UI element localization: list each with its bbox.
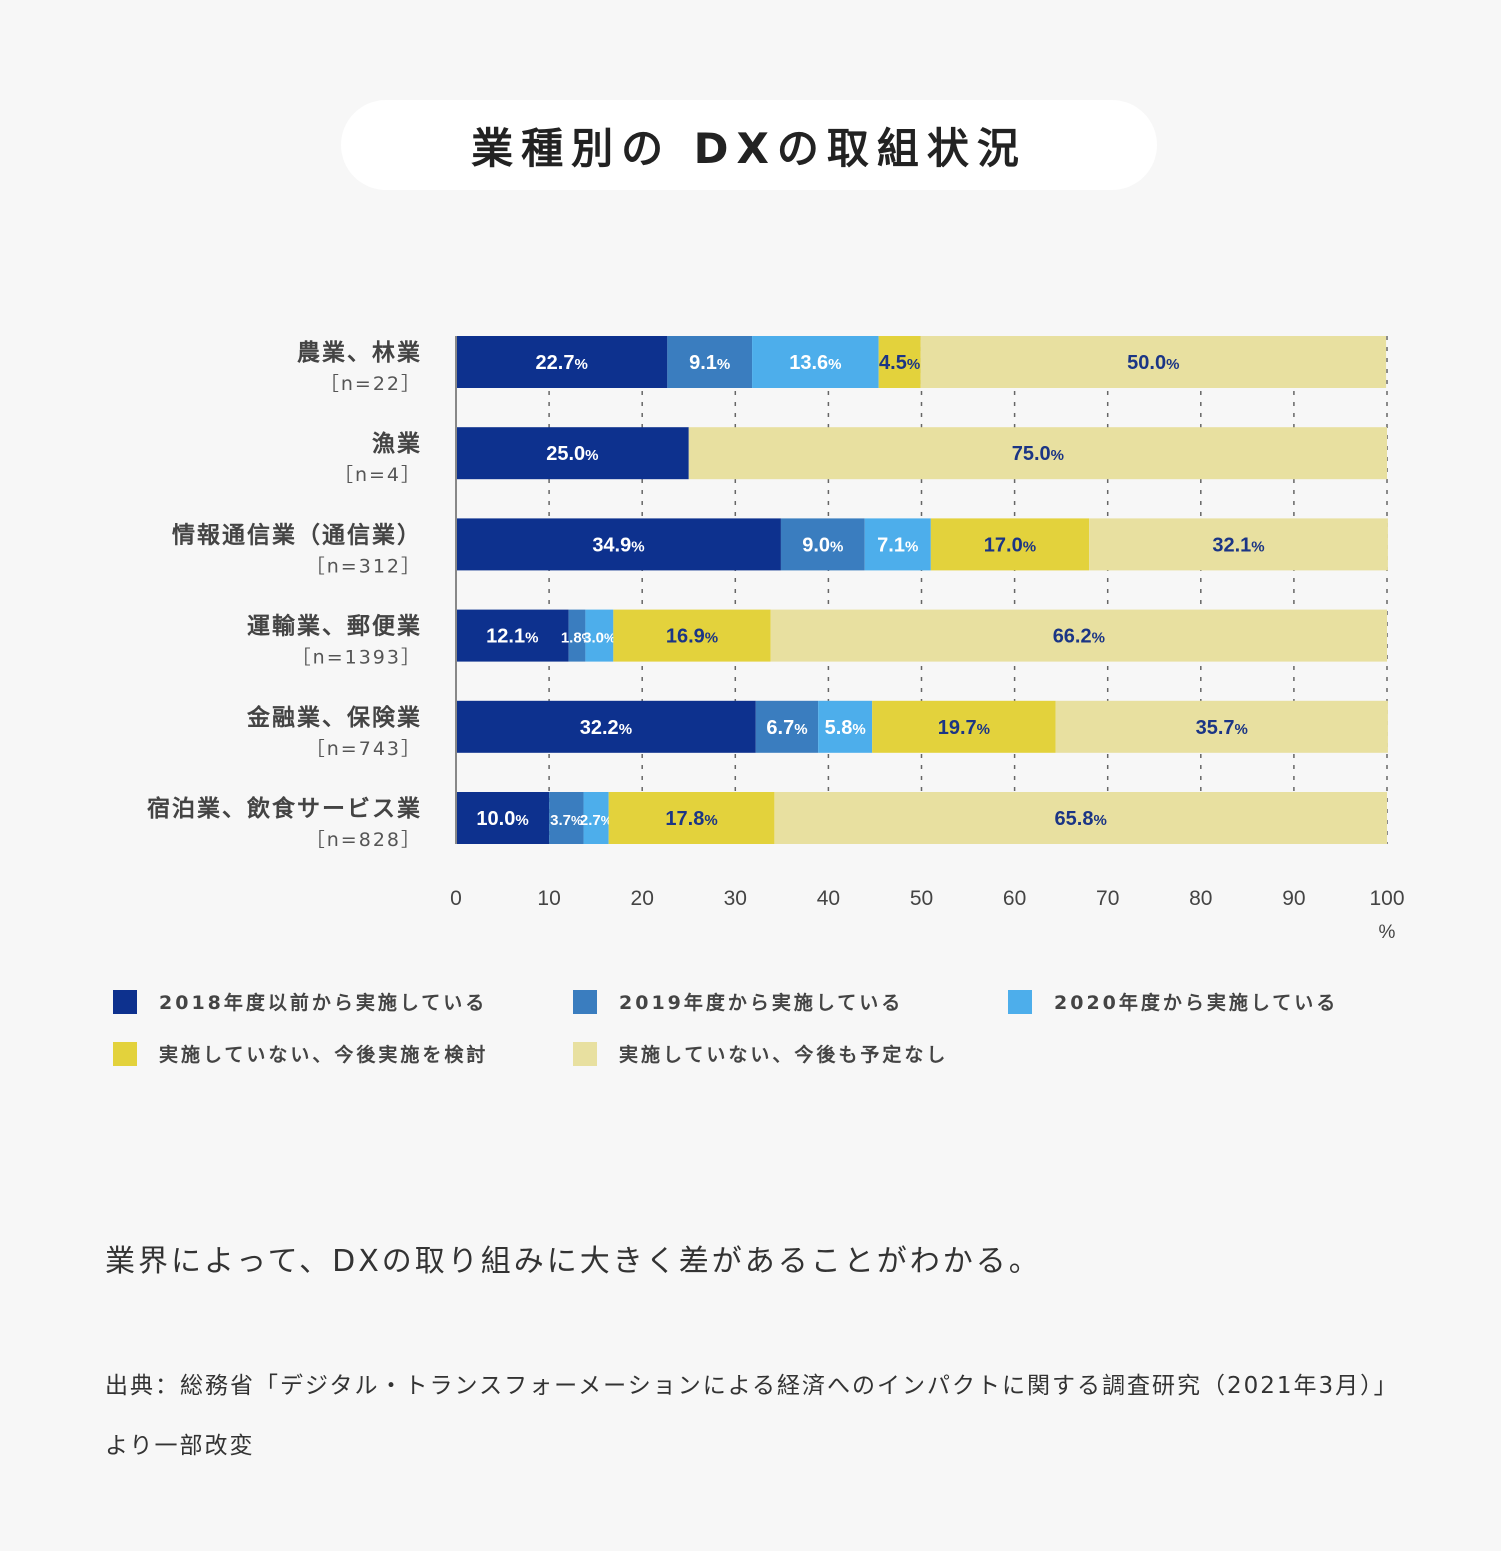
bar-segment (774, 792, 1387, 844)
bar-segment (930, 518, 1090, 571)
source-note: 出典：総務省「デジタル・トランスフォーメーションによる経済へのインパクトに関する… (105, 1373, 1399, 1459)
x-tick-label: 90 (1282, 887, 1305, 910)
data-label: 7.1% (877, 534, 918, 556)
data-label: 65.8% (1055, 808, 1107, 830)
data-label: 3.0% (583, 630, 616, 647)
category-label: 農業、林業 (297, 339, 422, 366)
sample-size-label: ［n=312］ (306, 555, 422, 577)
data-label: 12.1% (486, 626, 538, 648)
data-label: 10.0% (476, 808, 528, 830)
legend-item-2020: 2020年度から実施している (1008, 988, 1338, 1015)
x-tick-label: 60 (1003, 887, 1026, 910)
bar-segment (613, 609, 771, 662)
category-label: 情報通信業（通信業） (172, 521, 422, 548)
bar-segment (818, 700, 873, 753)
x-tick-label: 70 (1096, 887, 1119, 910)
legend-swatch (573, 1041, 597, 1066)
bar-segment (456, 427, 689, 480)
caption: 業界によって、DXの取り組みに大きく差があることがわかる。 (105, 1244, 1042, 1279)
bar-segment (688, 427, 1387, 480)
data-label: 75.0% (1012, 443, 1064, 465)
data-label: 4.5% (879, 352, 920, 374)
bar-segment (770, 609, 1387, 662)
x-tick-label: 100 (1369, 887, 1404, 910)
category-label: 宿泊業、飲食サービス業 (147, 795, 422, 822)
bar-segment (667, 336, 753, 388)
bar-segment (456, 700, 756, 753)
category-label: 金融業、保険業 (246, 704, 422, 731)
data-label: 6.7% (766, 717, 807, 739)
legend: 2018年度以前から実施している 2019年度から実施している 2020年度から… (113, 988, 1413, 1088)
data-label: 25.0% (546, 443, 598, 465)
data-label: 22.7% (536, 352, 588, 374)
data-label: 3.7% (550, 812, 583, 829)
sample-size-label: ［n=1393］ (292, 647, 422, 669)
bar-segment (456, 792, 550, 844)
category-label: 漁業 (372, 430, 422, 457)
category-label: 運輸業、郵便業 (247, 613, 422, 640)
bar-segment (752, 336, 879, 388)
x-tick-label: 80 (1189, 887, 1212, 910)
sample-size-label: ［n=743］ (306, 738, 422, 760)
data-label: 9.1% (689, 352, 730, 374)
x-unit-label: % (1379, 922, 1396, 943)
legend-item-no-plan: 実施していない、今後も予定なし (573, 1040, 948, 1067)
legend-swatch (1008, 989, 1032, 1014)
legend-label: 2020年度から実施している (1054, 992, 1339, 1014)
data-label: 34.9% (592, 534, 644, 556)
legend-item-2019: 2019年度から実施している (573, 988, 903, 1015)
bar-segment (872, 700, 1056, 753)
legend-item-considering: 実施していない、今後実施を検討 (113, 1040, 488, 1067)
x-tick-label: 20 (631, 887, 654, 910)
legend-label: 2019年度から実施している (619, 992, 904, 1014)
sample-size-label: ［n=828］ (306, 829, 422, 851)
bar-segment (549, 792, 584, 844)
data-label: 50.0% (1127, 352, 1179, 374)
sample-size-label: ［n=4］ (334, 464, 422, 486)
data-label: 13.6% (789, 352, 841, 374)
legend-swatch (573, 989, 597, 1014)
legend-label: 実施していない、今後も予定なし (619, 1044, 949, 1066)
x-tick-label: 30 (724, 887, 747, 910)
bar-segment (780, 518, 865, 571)
stacked-bar-chart: 22.7% 9.1% 13.6% 4.5% 50.0% 農業、林業 ［n=22］ 25.0% 7… (147, 336, 1405, 943)
data-label: 32.1% (1212, 534, 1264, 556)
data-label: 5.8% (825, 717, 866, 739)
legend-swatch (113, 1041, 137, 1066)
bar-segment (568, 609, 586, 662)
bar-segment (864, 518, 931, 571)
data-label: 66.2% (1053, 626, 1105, 648)
data-label: 2.7% (580, 812, 613, 829)
bar-segment (456, 336, 668, 388)
bar-segment (920, 336, 1387, 388)
bar-segment (456, 518, 781, 571)
x-tick-label: 50 (910, 887, 933, 910)
data-label: 35.7% (1196, 717, 1248, 739)
data-label: 9.0% (802, 534, 843, 556)
x-tick-label: 10 (537, 887, 560, 910)
x-tick-label: 40 (817, 887, 840, 910)
data-label: 17.0% (984, 534, 1036, 556)
bar-segment (878, 336, 921, 388)
bar-segment (1089, 518, 1388, 571)
x-tick-label: 0 (450, 887, 462, 910)
data-label: 19.7% (938, 717, 990, 739)
bar-segment (608, 792, 775, 844)
chart-title: 業種別の DXの取組状況 (341, 100, 1157, 190)
data-label: 16.9% (666, 626, 718, 648)
bar-segment (585, 609, 614, 662)
legend-swatch (113, 989, 137, 1014)
bar-segment (1055, 700, 1388, 753)
legend-item-2018: 2018年度以前から実施している (113, 988, 487, 1015)
legend-label: 実施していない、今後実施を検討 (159, 1044, 489, 1066)
legend-label: 2018年度以前から実施している (159, 992, 488, 1014)
bar-segment (456, 609, 569, 662)
sample-size-label: ［n=22］ (320, 373, 422, 395)
data-label: 32.2% (580, 717, 632, 739)
bar-segment (755, 700, 819, 753)
data-label: 17.8% (665, 808, 717, 830)
bar-segment (583, 792, 609, 844)
